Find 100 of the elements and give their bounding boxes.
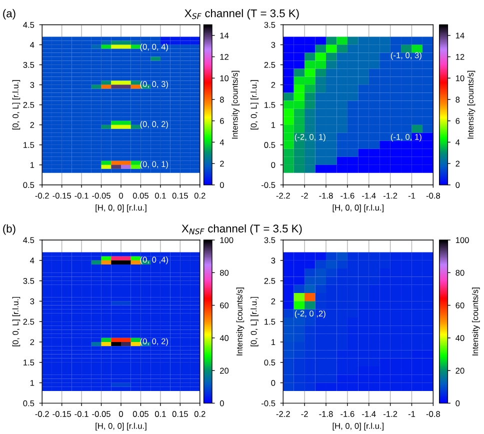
x-tick-label: 0: [119, 192, 123, 199]
text: X$_{SF}$ channel (T = 3.5 K): [184, 9, 299, 20]
color-bar-label: 12: [456, 54, 464, 60]
x-tick-label: -0.2: [35, 192, 49, 199]
color-bar-title: Intensity [counts/s]: [472, 288, 480, 356]
x-tick-label: -0.2: [35, 411, 49, 417]
x-tick-label: -1: [408, 411, 416, 417]
x-tick-label: -2.2: [276, 411, 290, 417]
annotation: (0, 0, 2): [140, 120, 168, 129]
y-tick-label: 2.5: [264, 278, 276, 284]
y-axis-title: [0, 0, L] [r.l.u.]: [12, 80, 20, 130]
x-tick-label: -1.4: [362, 192, 376, 199]
color-bar-label: 10: [220, 75, 229, 82]
y-tick-label: 1: [30, 162, 34, 168]
x-tick-label: -0.05: [92, 192, 110, 199]
x-tick-label: -1: [408, 192, 416, 199]
color-bar-label: 2: [456, 160, 460, 167]
color-bar-label: 0: [220, 182, 224, 188]
x-tick-label: -2: [301, 411, 308, 417]
color-bar-label: 14: [456, 32, 464, 38]
color-bar-label: 10: [456, 75, 464, 82]
y-tick-label: 4: [30, 258, 34, 264]
text: (b): [3, 224, 16, 235]
x-tick-label: -0.05: [92, 411, 110, 417]
x-tick-label: 0: [119, 411, 123, 417]
color-bar-label: 60: [456, 302, 464, 308]
x-tick-label: -1.2: [384, 411, 398, 417]
x-tick-label: -2: [301, 192, 308, 199]
y-tick-label: 1.5: [24, 142, 34, 148]
x-tick-label: -0.8: [426, 411, 440, 417]
color-bar-label: 6: [456, 118, 460, 124]
color-bar-label: 12: [220, 54, 228, 60]
x-tick-label: -1.6: [340, 411, 354, 417]
x-tick-label: -0.1: [74, 192, 88, 199]
y-tick-label: 3.5: [23, 278, 34, 284]
y-axis-title: [0, 0, L] [r.l.u.]: [250, 296, 258, 346]
y-tick-label: 1: [272, 122, 276, 128]
y-tick-label: 0: [271, 162, 276, 168]
annotation: (0, 0, 2): [140, 338, 168, 346]
x-tick-label: -0.8: [426, 192, 440, 199]
y-tick-label: 2: [30, 339, 34, 346]
x-axis-title: [H, 0, 0] [r.l.u.]: [332, 422, 384, 431]
color-bar-label: 40: [220, 335, 229, 342]
y-axis-title: [0, 0, L] [r.l.u.]: [250, 80, 258, 130]
color-bar-label: 40: [456, 335, 464, 342]
annotation: (-1, 0, 1): [390, 134, 422, 142]
annotation: (0, 0 ,4): [140, 256, 168, 264]
annotation: (-2, 0 ,2): [294, 310, 326, 318]
y-tick-label: 2.5: [264, 62, 276, 68]
color-bar-title: Intensity [counts/s]: [236, 288, 244, 356]
y-tick-label: 3: [30, 298, 34, 304]
color-bar-label: 100: [220, 237, 234, 244]
y-tick-label: 0.5: [23, 182, 34, 188]
y-tick-label: 4: [30, 42, 34, 48]
x-tick-label: -1.8: [319, 192, 333, 199]
color-bar-label: 4: [220, 139, 224, 146]
x-tick-label: 0.15: [172, 411, 188, 417]
y-tick-label: 2.5: [23, 102, 34, 108]
y-tick-label: 2.5: [23, 318, 34, 325]
y-tick-label: 4.5: [23, 22, 34, 28]
x-tick-label: 0.1: [154, 411, 166, 417]
color-bar-label: 6: [220, 118, 224, 124]
color-bar-label: 20: [456, 368, 464, 374]
x-tick-label: 0.2: [194, 192, 206, 199]
color-bar-label: 20: [220, 368, 229, 374]
x-tick-label: 0.05: [132, 411, 148, 417]
x-tick-label: 0.1: [154, 192, 166, 199]
y-tick-label: 1: [30, 380, 34, 386]
y-tick-label: 0.5: [264, 360, 276, 366]
color-bar-title: Intensity [counts/s]: [232, 70, 240, 139]
y-tick-label: 3: [271, 42, 276, 48]
x-axis-title: [H, 0, 0] [r.l.u.]: [96, 422, 146, 431]
y-tick-label: 3: [271, 258, 276, 264]
y-tick-label: 1.5: [24, 360, 34, 366]
x-tick-label: -1.2: [384, 192, 398, 199]
x-tick-label: -1.6: [340, 192, 354, 199]
x-tick-label: 0.15: [172, 192, 188, 199]
x-tick-label: -1.4: [362, 411, 376, 417]
color-bar-label: 80: [456, 270, 464, 276]
color-bar-label: 60: [220, 302, 229, 308]
y-tick-label: 2: [30, 122, 34, 128]
text: (a): [3, 9, 16, 20]
y-tick-label: 3.5: [23, 62, 34, 68]
color-bar-label: 2: [220, 160, 224, 167]
color-bar-label: 8: [456, 96, 460, 103]
text: X$_{NSF}$ channel (T = 3.5 K): [182, 224, 302, 235]
x-axis-title: [H, 0, 0] [r.l.u.]: [96, 204, 146, 212]
y-tick-label: 0.5: [23, 400, 34, 406]
y-tick-label: 0: [271, 380, 276, 386]
annotation: (-2, 0, 1): [294, 134, 326, 142]
x-tick-label: -0.15: [52, 411, 71, 417]
y-axis-title: [0, 0, L] [r.l.u.]: [12, 296, 20, 346]
x-tick-label: -0.15: [52, 192, 71, 199]
y-tick-label: 3.5: [264, 22, 276, 28]
color-bar-label: 0: [456, 400, 460, 406]
y-tick-label: 0.5: [264, 142, 276, 148]
y-tick-label: 3.5: [264, 237, 276, 244]
x-axis-title: [H, 0, 0] [r.l.u.]: [332, 204, 384, 212]
y-tick-label: 1: [272, 339, 276, 346]
x-tick-label: 0.05: [132, 192, 148, 199]
